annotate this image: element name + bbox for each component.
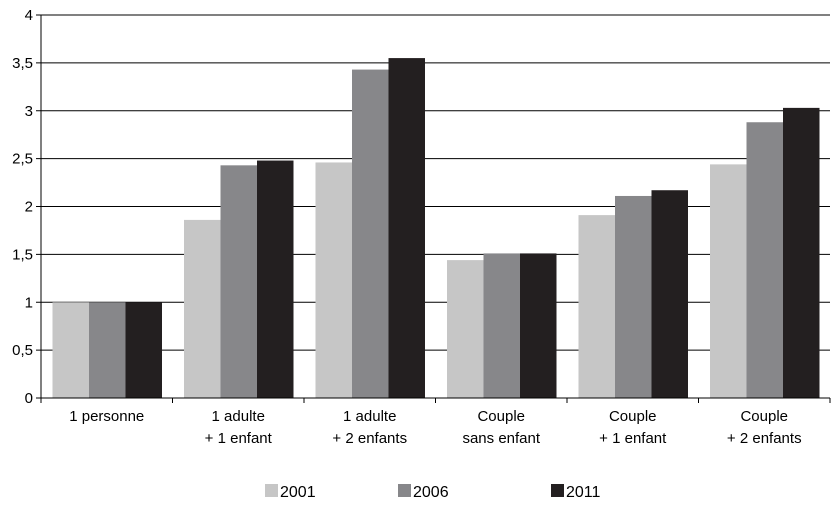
bar-2006-6 [746,122,783,399]
x-tick-label: 1 adulte [212,408,265,425]
y-tick-labels: 0 0,5 1 1,5 2 2,5 3 3,5 4 [12,7,33,407]
bar-2001-3 [315,162,352,398]
x-tick-label: Couple [477,408,525,425]
y-tick-label: 4 [25,7,33,24]
bar-2006-1 [89,302,126,398]
bar-2011-6 [783,107,820,398]
x-tick-label: Couple [609,408,657,425]
x-tick-labels: 1 personne 1 adulte + 1 enfant 1 adulte + 2 … [69,408,801,447]
legend-label-2001: 2001 [280,484,316,500]
x-tick-label: + 1 enfant [205,430,273,447]
y-tick-label: 3,5 [12,55,33,72]
y-tick-label: 3 [25,103,33,120]
bar-2001-2 [184,219,221,398]
x-tick-label: 1 adulte [343,408,396,425]
legend-label-2011: 2011 [566,484,601,500]
legend-swatch-2006 [398,484,411,497]
axes [36,14,831,403]
bar-2001-1 [52,302,89,398]
x-tick-label: Couple [740,408,788,425]
bar-2006-3 [352,69,389,398]
bar-2006-5 [615,195,652,398]
bar-2011-5 [651,190,688,398]
bar-2011-2 [257,160,294,398]
x-tick-label: sans enfant [462,430,540,447]
legend-swatch-2001 [265,484,278,497]
x-tick-label: + 2 enfants [332,430,407,447]
legend-label-2006: 2006 [413,484,449,500]
y-tick-label: 2,5 [12,151,33,168]
gridlines [41,14,830,351]
y-tick-label: 1,5 [12,246,33,263]
y-tick-label: 0 [25,390,33,407]
bar-2006-4 [483,253,520,398]
bar-2006-2 [220,165,257,398]
bars [52,58,820,399]
bar-2011-1 [125,302,162,398]
y-tick-label: 2 [25,199,33,216]
bar-2001-6 [710,164,747,398]
bar-2001-5 [578,215,615,398]
bar-2001-4 [447,260,484,398]
y-tick-label: 1 [25,294,33,311]
y-tick-label: 0,5 [12,342,33,359]
bar-2011-3 [388,58,425,399]
legend-swatch-2011 [551,484,564,497]
x-tick-label: + 1 enfant [599,430,667,447]
x-tick-label: 1 personne [69,408,144,425]
x-tick-label: + 2 enfants [727,430,802,447]
legend: 2001 2006 2011 [265,484,601,501]
bar-2011-4 [520,253,557,398]
